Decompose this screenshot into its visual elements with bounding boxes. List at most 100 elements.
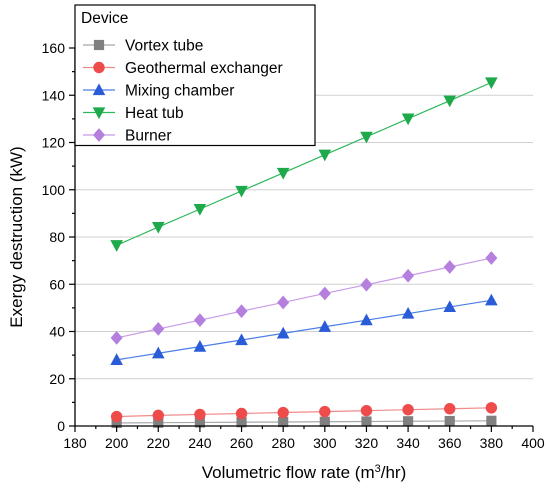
data-point-1-5 bbox=[319, 405, 331, 418]
data-point-2-0 bbox=[110, 353, 123, 365]
data-point-2-6 bbox=[360, 313, 373, 326]
legend-marker-2 bbox=[92, 83, 106, 96]
x-tick-label-320: 320 bbox=[355, 435, 379, 451]
x-tick-label-300: 300 bbox=[313, 435, 337, 451]
series-line-2 bbox=[116, 299, 492, 361]
series-2 bbox=[110, 293, 498, 365]
data-point-4-5 bbox=[318, 286, 331, 301]
x-tick-label-340: 340 bbox=[396, 435, 420, 451]
data-point-3-8 bbox=[443, 95, 457, 108]
y-tick-label-120: 120 bbox=[42, 135, 66, 151]
legend: Device Vortex tube Geothermal exchanger Mi… bbox=[74, 4, 316, 147]
x-tick-label-380: 380 bbox=[480, 435, 504, 451]
series-line-3 bbox=[116, 81, 492, 246]
y-tick-label-40: 40 bbox=[49, 324, 65, 340]
series-3 bbox=[110, 77, 498, 252]
ticks: 180 200 220 240 260 280 300 320 340 360 380 400 0 20 4… bbox=[42, 40, 545, 451]
series-4 bbox=[110, 251, 498, 345]
y-tick-label-160: 160 bbox=[42, 40, 66, 56]
legend-label-0: Vortex tube bbox=[125, 38, 203, 55]
x-tick-label-400: 400 bbox=[521, 435, 545, 451]
data-point-4-3 bbox=[235, 304, 248, 319]
data-point-0-0 bbox=[111, 417, 122, 429]
legend-box bbox=[74, 4, 316, 147]
data-point-3-9 bbox=[485, 77, 498, 90]
legend-label-2: Mixing chamber bbox=[125, 83, 234, 100]
data-point-1-3 bbox=[235, 407, 248, 420]
data-point-4-1 bbox=[152, 322, 165, 336]
series-line-1 bbox=[116, 407, 492, 418]
y-tick-label-60: 60 bbox=[49, 276, 65, 292]
data-point-0-4 bbox=[278, 416, 289, 428]
x-tick-label-280: 280 bbox=[272, 435, 296, 451]
legend-label-4: Burner bbox=[125, 128, 172, 145]
data-point-3-4 bbox=[276, 167, 290, 180]
y-tick-label-20: 20 bbox=[49, 371, 65, 387]
data-point-1-1 bbox=[152, 409, 164, 422]
legend-marker-1 bbox=[93, 61, 105, 74]
data-point-3-2 bbox=[193, 204, 207, 216]
data-point-4-0 bbox=[110, 330, 123, 345]
data-point-2-1 bbox=[151, 346, 165, 359]
x-axis-title-tail: /hr) bbox=[381, 463, 407, 482]
data-point-3-7 bbox=[401, 113, 415, 126]
legend-marker-0 bbox=[93, 39, 105, 51]
y-tick-label-100: 100 bbox=[42, 182, 66, 198]
x-tick-label-180: 180 bbox=[63, 435, 87, 451]
data-point-2-4 bbox=[276, 326, 290, 339]
data-point-0-8 bbox=[444, 415, 455, 427]
legend-title: Device bbox=[81, 10, 128, 27]
data-point-0-3 bbox=[236, 417, 247, 428]
x-tick-label-260: 260 bbox=[230, 435, 254, 451]
x-tick-label-200: 200 bbox=[105, 435, 129, 451]
series-layer bbox=[110, 77, 498, 429]
y-tick-label-140: 140 bbox=[42, 87, 66, 103]
data-point-2-5 bbox=[318, 320, 332, 332]
series-line-0 bbox=[116, 420, 492, 424]
legend-label-3: Heat tub bbox=[125, 105, 184, 122]
series-0 bbox=[111, 415, 497, 429]
data-point-3-3 bbox=[235, 185, 248, 198]
data-point-3-0 bbox=[110, 240, 123, 252]
data-point-4-9 bbox=[485, 251, 498, 265]
data-point-3-6 bbox=[360, 131, 373, 144]
legend-marker-3 bbox=[92, 107, 106, 120]
data-point-1-4 bbox=[277, 406, 289, 419]
x-axis-title-main: Volumetric flow rate (m bbox=[202, 463, 375, 482]
data-point-1-6 bbox=[360, 404, 373, 417]
legend-marker-4 bbox=[93, 128, 105, 142]
y-tick-label-0: 0 bbox=[57, 418, 65, 434]
x-tick-label-220: 220 bbox=[147, 435, 171, 451]
data-point-1-2 bbox=[194, 408, 206, 421]
data-point-3-5 bbox=[318, 149, 332, 162]
y-axis-title: Exergy destruction (kW) bbox=[7, 146, 26, 327]
data-point-0-7 bbox=[402, 416, 414, 427]
data-point-0-5 bbox=[319, 416, 330, 427]
data-point-0-1 bbox=[153, 417, 164, 428]
data-point-4-2 bbox=[193, 313, 206, 328]
series-line-4 bbox=[116, 257, 492, 339]
x-axis-title-superscript: 3 bbox=[375, 463, 381, 475]
data-point-3-1 bbox=[151, 221, 165, 234]
data-point-1-0 bbox=[110, 410, 123, 423]
data-point-4-7 bbox=[402, 268, 415, 283]
y-tick-label-80: 80 bbox=[49, 229, 65, 245]
data-point-2-8 bbox=[443, 300, 457, 313]
legend-label-1: Geothermal exchanger bbox=[125, 60, 283, 77]
data-point-0-2 bbox=[194, 417, 206, 428]
x-tick-label-360: 360 bbox=[438, 435, 462, 451]
data-point-0-9 bbox=[486, 415, 497, 426]
data-point-1-9 bbox=[485, 402, 498, 414]
data-point-4-4 bbox=[277, 295, 290, 310]
data-point-2-2 bbox=[193, 340, 207, 352]
data-point-0-6 bbox=[361, 416, 372, 427]
data-point-1-7 bbox=[402, 403, 414, 416]
data-point-2-3 bbox=[235, 333, 248, 346]
data-point-2-7 bbox=[401, 306, 415, 319]
series-1 bbox=[110, 402, 498, 423]
data-point-4-8 bbox=[443, 260, 456, 274]
x-axis-title: Volumetric flow rate (m3/hr) bbox=[202, 463, 407, 482]
x-tick-label-240: 240 bbox=[188, 435, 212, 451]
